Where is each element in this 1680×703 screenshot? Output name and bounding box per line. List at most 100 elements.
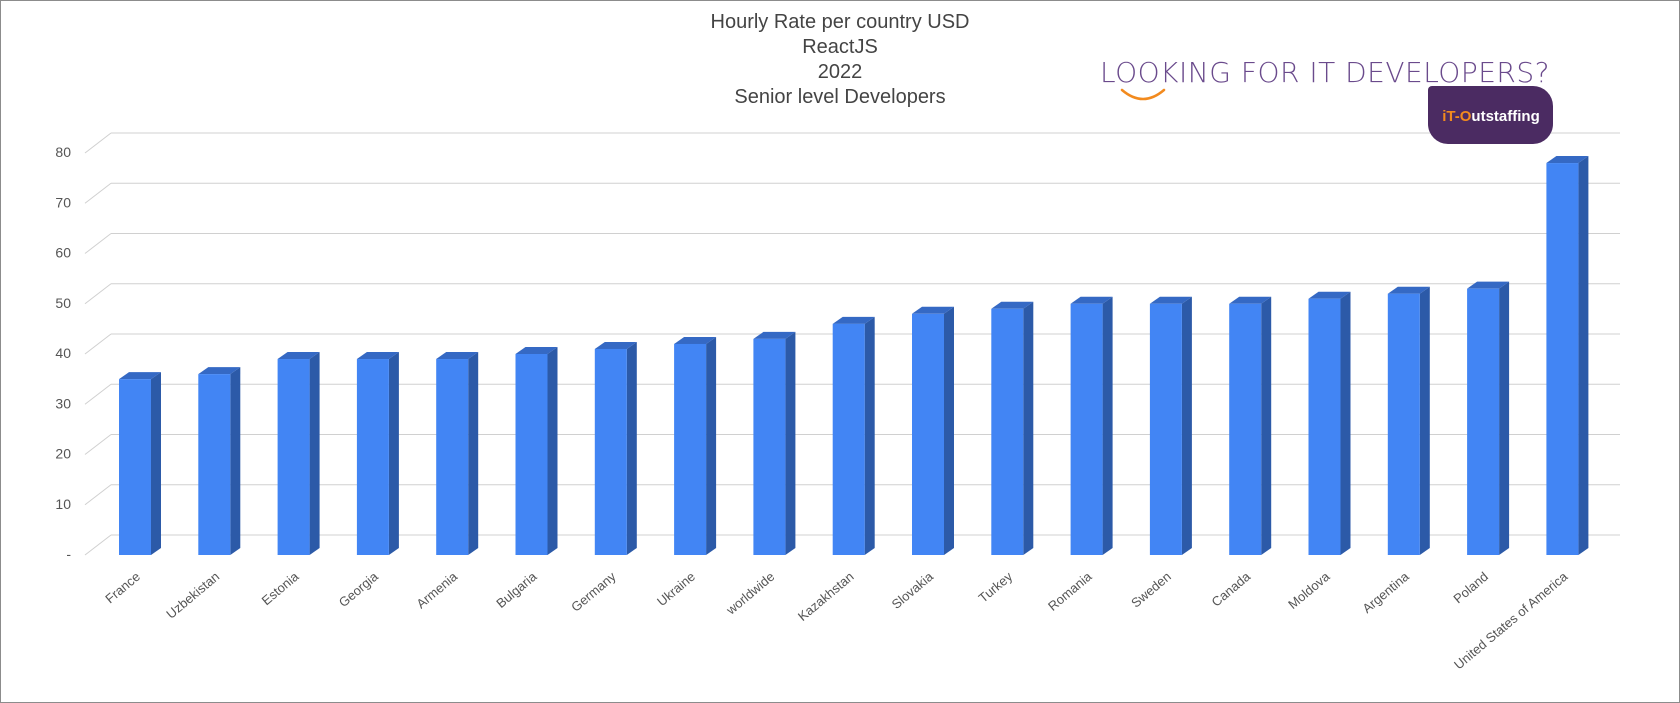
bar <box>356 359 389 555</box>
bar <box>198 374 231 555</box>
bar-top <box>277 352 320 360</box>
x-tick-label: Armenia <box>413 568 460 611</box>
bar <box>1308 298 1341 555</box>
bar-top <box>515 347 558 354</box>
gridline-diagonal <box>84 132 112 154</box>
bar <box>515 354 548 555</box>
bar <box>991 308 1024 555</box>
bar-top <box>594 341 637 349</box>
bar <box>1229 303 1262 555</box>
bar-top <box>356 352 399 360</box>
bar-side <box>151 372 161 555</box>
gridline-diagonal <box>84 182 112 204</box>
bar <box>277 359 310 555</box>
x-tick-label: Sweden <box>1128 569 1174 611</box>
y-tick-label: 70 <box>55 194 71 210</box>
bar <box>1070 303 1103 555</box>
x-tick-label: Ukraine <box>654 569 698 609</box>
bar-top <box>198 367 241 375</box>
y-tick-label: - <box>66 546 71 562</box>
chart-title-line-1: Hourly Rate per country USD <box>710 11 970 33</box>
bar-side <box>468 352 479 555</box>
bar-side <box>864 316 875 555</box>
y-tick-label: 40 <box>55 345 71 361</box>
y-tick-label: 60 <box>55 245 71 261</box>
bar-side <box>1578 156 1589 556</box>
gridline-diagonal <box>84 534 112 556</box>
chart-title-line-2: ReactJS <box>802 36 878 58</box>
x-tick-label: Georgia <box>336 568 382 610</box>
bar-top <box>1070 296 1113 304</box>
bar-side <box>1102 296 1113 555</box>
bar-top <box>1308 291 1351 299</box>
x-tick-label: Canada <box>1209 568 1254 609</box>
y-tick-label: 50 <box>55 295 71 311</box>
x-tick-label: Moldova <box>1285 568 1333 612</box>
bar-side <box>785 331 796 555</box>
bar-top <box>912 306 954 314</box>
bar-top <box>1229 296 1272 304</box>
x-tick-label: Slovakia <box>889 568 937 612</box>
x-tick-label: Kazakhstan <box>795 569 857 624</box>
bar-side <box>1023 301 1034 555</box>
bar <box>1149 303 1182 555</box>
y-tick-label: 30 <box>55 395 71 411</box>
logo-badge-prefix: iT-O <box>1442 108 1472 125</box>
chart-title: Hourly Rate per country USD ReactJS 2022… <box>640 10 1040 110</box>
bar <box>674 343 707 555</box>
bar-side <box>309 352 320 555</box>
gridline-diagonal <box>84 434 112 455</box>
gridline-diagonal <box>84 484 112 506</box>
bar-side <box>626 341 637 555</box>
logo-badge <box>1428 86 1553 144</box>
bar-top <box>1467 281 1510 289</box>
x-tick-label: France <box>102 569 143 607</box>
x-tick-label: Estonia <box>259 568 302 608</box>
bar-side <box>1499 281 1510 555</box>
bar-top <box>753 331 796 339</box>
bar-top <box>1387 286 1430 294</box>
x-tick-label: Argentina <box>1359 568 1412 616</box>
x-tick-label: Poland <box>1450 569 1491 607</box>
bar <box>1546 163 1579 556</box>
bar <box>594 348 627 555</box>
x-tick-label: Romania <box>1045 568 1095 613</box>
bar-side <box>1419 286 1430 555</box>
bar <box>1387 293 1420 555</box>
bar-top <box>436 352 479 360</box>
logo-badge-rest: utstaffing <box>1471 108 1540 125</box>
y-tick-label: 20 <box>55 446 71 462</box>
bar-side <box>1181 296 1192 555</box>
bar-side <box>1261 296 1272 555</box>
bar <box>119 379 151 555</box>
x-tick-label: Turkey <box>976 568 1016 605</box>
chart-title-line-4: Senior level Developers <box>734 86 946 108</box>
bar-top <box>674 336 717 344</box>
y-tick-label: 10 <box>55 496 71 512</box>
gridline-diagonal <box>84 333 112 355</box>
bar-side <box>547 347 558 555</box>
bar <box>436 359 469 555</box>
x-tick-label: Bulgaria <box>493 568 540 611</box>
bar-top <box>119 372 161 380</box>
x-tick-label: Germany <box>568 568 619 614</box>
x-tick-label: worldwide <box>723 569 778 618</box>
bar-side <box>706 336 717 555</box>
logo-headline: LOOKING FOR IT DEVELOPERS? <box>1100 56 1551 89</box>
logo-badge-text: iT-Outstaffing <box>1432 108 1550 125</box>
y-tick-label: 80 <box>55 144 71 160</box>
bar-side <box>230 367 241 555</box>
bar-top <box>991 301 1034 309</box>
bar <box>832 323 865 555</box>
bar-top <box>832 316 875 324</box>
bar <box>912 313 944 555</box>
logo-smile-icon <box>1120 88 1166 101</box>
bar-side <box>388 352 399 555</box>
gridline-diagonal <box>84 383 112 405</box>
bar-side <box>1340 291 1351 555</box>
bar-side <box>944 306 954 555</box>
chart-title-line-3: 2022 <box>817 61 863 83</box>
bar <box>753 338 786 555</box>
bar <box>1467 288 1500 555</box>
